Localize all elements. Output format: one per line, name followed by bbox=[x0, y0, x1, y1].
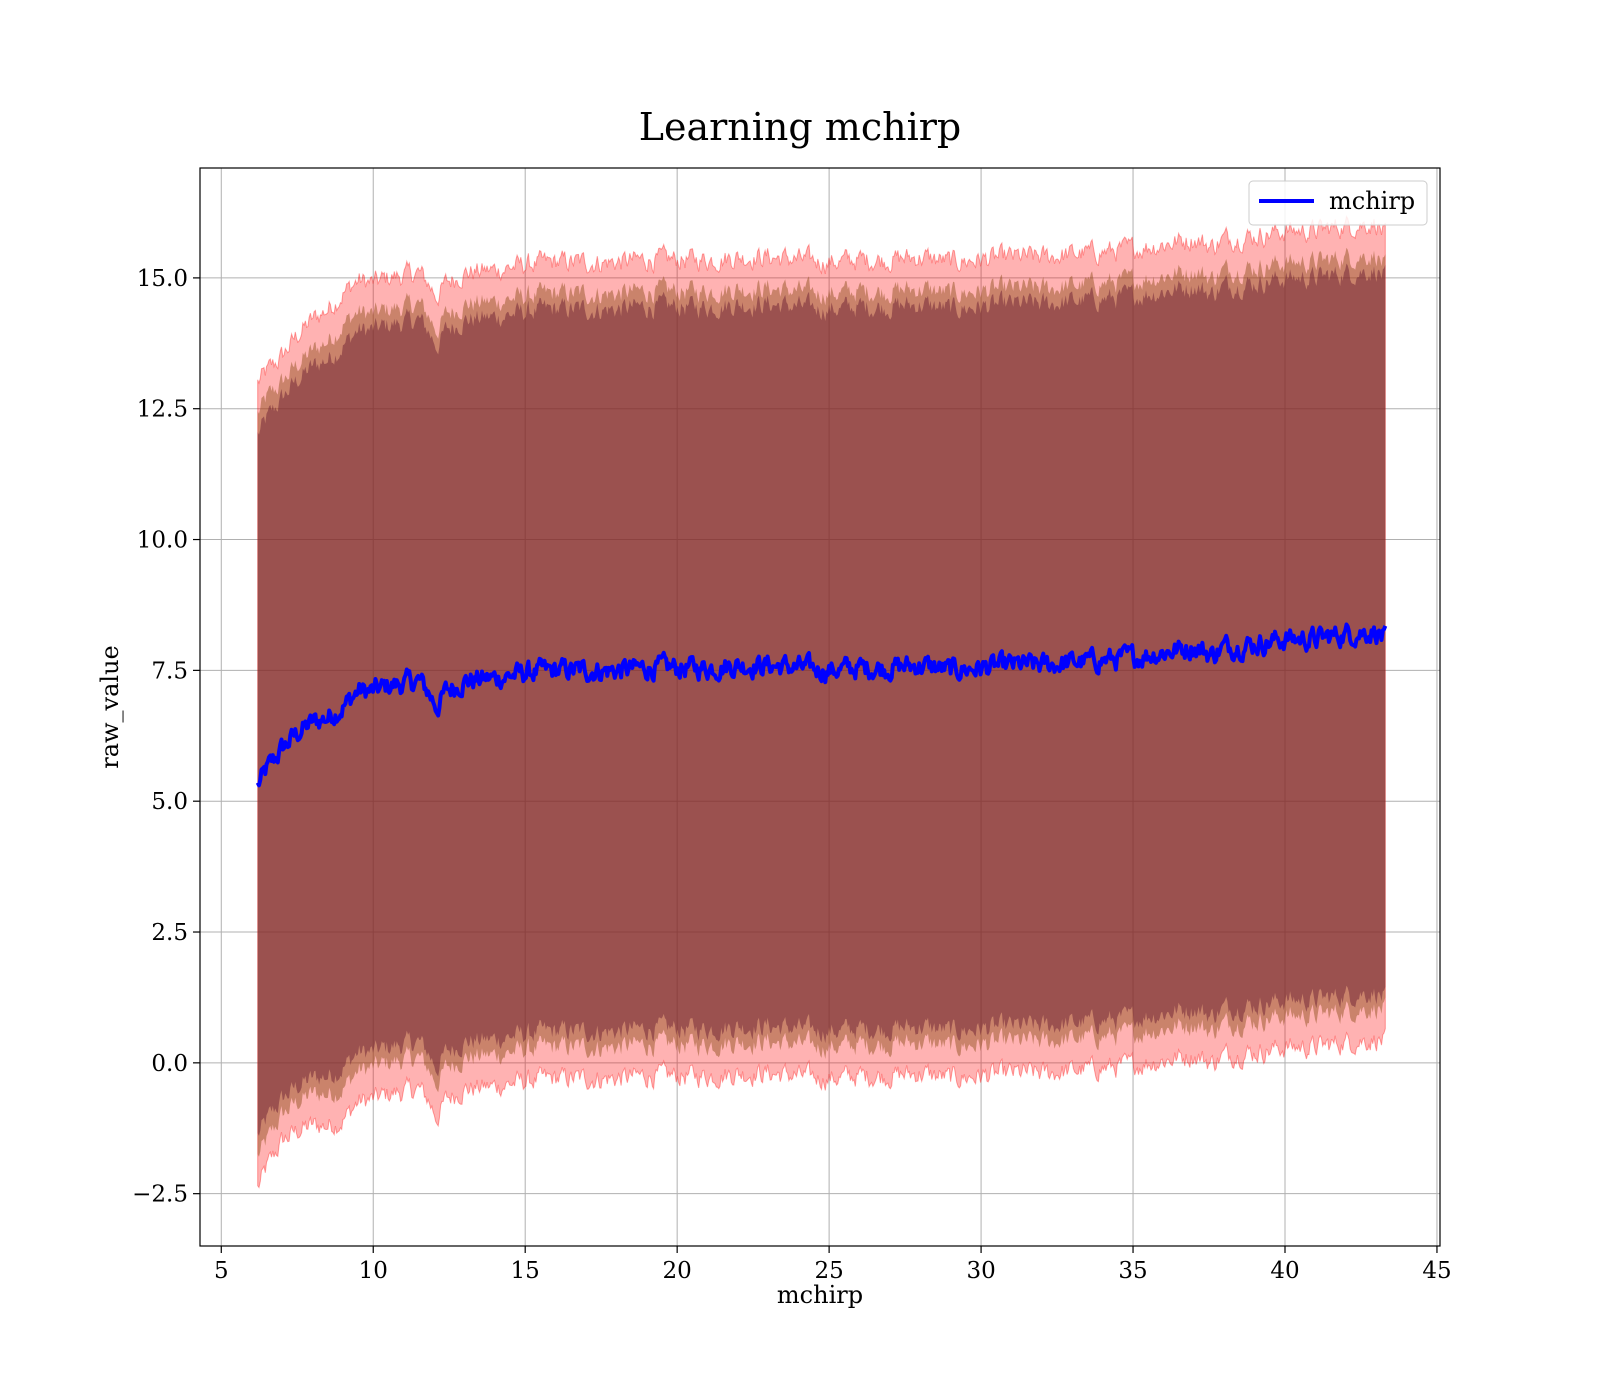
x-axis-ticks: 5 10 15 20 25 30 35 40 45 bbox=[214, 1246, 1452, 1284]
x-tick-label: 35 bbox=[1118, 1258, 1147, 1284]
x-tick-label: 5 bbox=[214, 1258, 229, 1284]
series-line-mchirp bbox=[255, 622, 1388, 788]
x-tick-label: 10 bbox=[359, 1258, 388, 1284]
inner-band bbox=[257, 263, 1386, 1136]
y-axis-label: raw_value bbox=[96, 645, 124, 769]
x-tick-label: 45 bbox=[1422, 1258, 1451, 1284]
x-tick-label: 30 bbox=[966, 1258, 995, 1284]
y-tick-label: −2.5 bbox=[132, 1182, 188, 1208]
y-tick-label: 15.0 bbox=[137, 266, 188, 292]
x-tick-label: 40 bbox=[1270, 1258, 1299, 1284]
legend-box bbox=[1248, 180, 1428, 226]
chart-title: Learning mchirp bbox=[639, 105, 961, 149]
y-tick-label: 2.5 bbox=[151, 920, 188, 946]
confidence-bands bbox=[257, 215, 1386, 1189]
series-lines bbox=[255, 622, 1388, 788]
legend: mchirp bbox=[1248, 180, 1428, 226]
y-tick-label: 0.0 bbox=[151, 1051, 188, 1077]
plot-frame bbox=[199, 167, 1441, 1247]
y-axis-ticks: −2.5 0.0 2.5 5.0 7.5 10.0 12.5 15.0 bbox=[132, 266, 200, 1208]
x-tick-label: 15 bbox=[511, 1258, 540, 1284]
x-axis-label: mchirp bbox=[777, 1281, 863, 1309]
x-tick-label: 25 bbox=[814, 1258, 843, 1284]
y-tick-label: 10.0 bbox=[137, 528, 188, 554]
x-tick-label: 20 bbox=[663, 1258, 692, 1284]
y-tick-label: 12.5 bbox=[137, 397, 188, 423]
y-tick-label: 5.0 bbox=[151, 789, 188, 815]
y-tick-label: 7.5 bbox=[151, 658, 188, 684]
legend-label-mchirp: mchirp bbox=[1329, 187, 1415, 215]
